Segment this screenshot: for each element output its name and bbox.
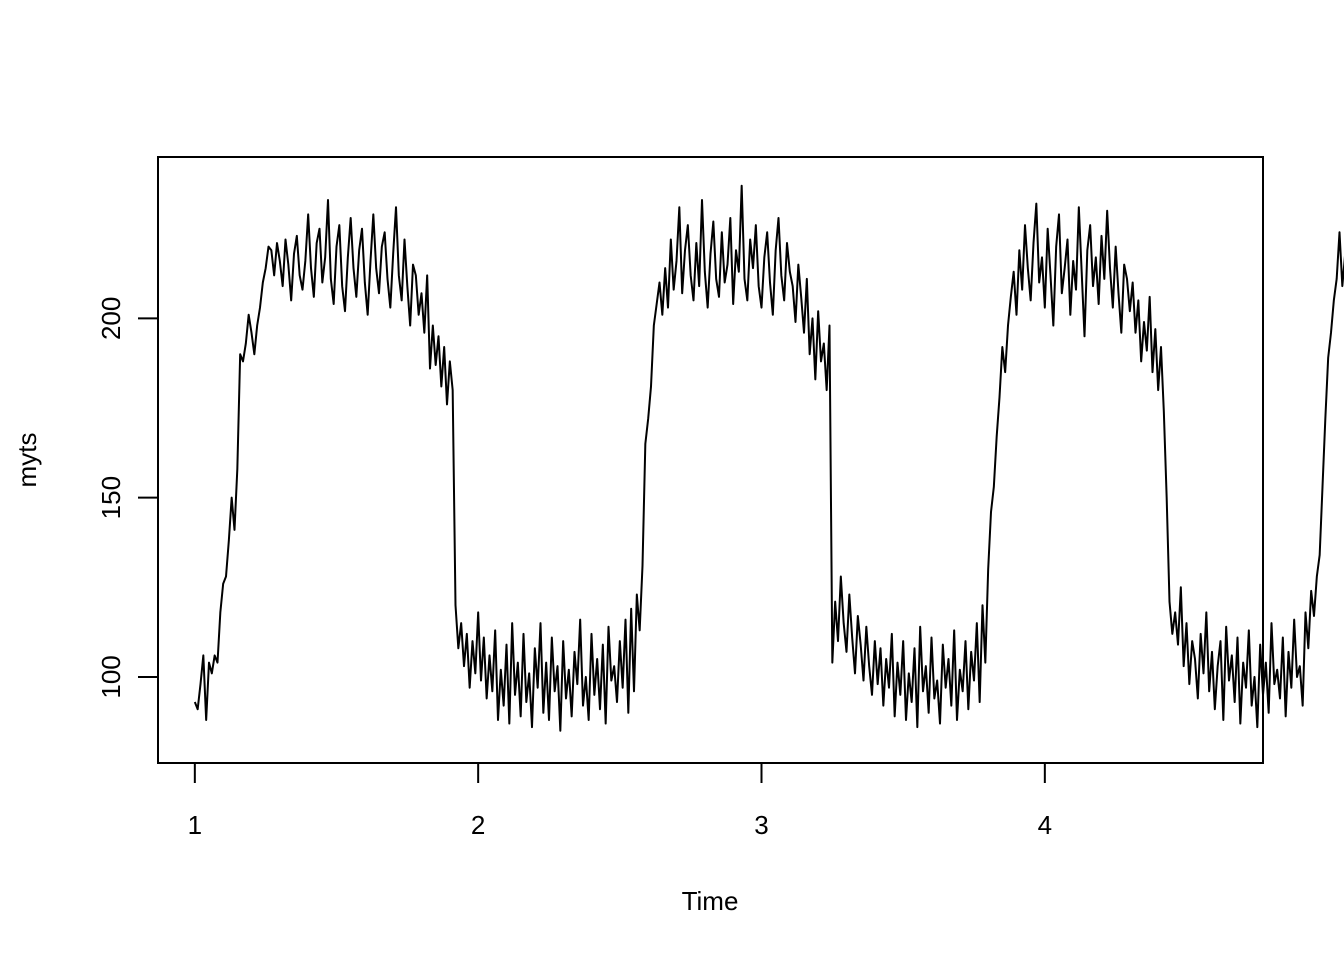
- y-tick-label: 150: [96, 476, 126, 519]
- series-line: [193, 184, 1344, 732]
- x-tick-label: 1: [188, 810, 202, 840]
- x-axis: 1 2 3 4: [188, 762, 1052, 840]
- y-tick-label: 200: [96, 297, 126, 340]
- x-tick-label: 2: [471, 810, 485, 840]
- x-tick-label: 4: [1038, 810, 1052, 840]
- y-tick-label: 100: [96, 655, 126, 698]
- series-layer: [193, 184, 1344, 732]
- y-axis: 100 150 200: [96, 297, 159, 699]
- y-axis-title: myts: [12, 433, 42, 488]
- x-tick-label: 3: [754, 810, 768, 840]
- x-axis-title: Time: [682, 886, 739, 916]
